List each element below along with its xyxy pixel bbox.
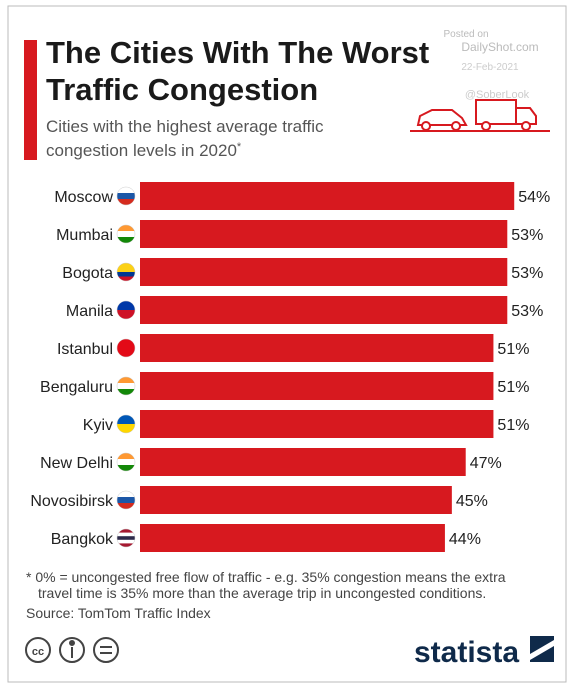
watermark: DailyShot.com (461, 40, 538, 54)
flag-outline (116, 186, 136, 206)
category-label: Bengaluru (40, 379, 113, 396)
bar (140, 334, 494, 362)
bar (140, 182, 515, 210)
flag-stripe (117, 383, 135, 390)
category-label: Mumbai (56, 227, 113, 244)
value-label: 51% (497, 341, 529, 358)
flag-stripe (117, 543, 135, 547)
value-label: 53% (511, 227, 543, 244)
flag-stripe (117, 193, 135, 200)
vehicles-icon (410, 99, 550, 132)
bar (140, 410, 494, 438)
bar (140, 372, 494, 400)
category-label: Bogota (62, 265, 113, 282)
value-label: 51% (497, 417, 529, 434)
flag-stripe (117, 415, 135, 425)
flag-outline (116, 528, 136, 548)
accent-bar (24, 40, 37, 160)
watermark: 22-Feb-2021 (461, 62, 519, 73)
flag-outline (116, 490, 136, 510)
flag-stripe (117, 529, 135, 534)
value-label: 51% (497, 379, 529, 396)
license-icons: cc (25, 637, 119, 663)
flag (117, 263, 135, 281)
flag-outline (116, 300, 136, 320)
flag-stripe (117, 453, 135, 460)
flag-stripe (117, 339, 135, 357)
flag-stripe (117, 187, 135, 194)
footnote: travel time is 35% more than the average… (38, 585, 486, 601)
flag (117, 377, 135, 395)
bar (140, 220, 508, 248)
value-label: 54% (518, 189, 550, 206)
flag-outline (116, 224, 136, 244)
flag-stripe (117, 532, 135, 537)
flag (117, 415, 135, 433)
category-label: Moscow (54, 189, 113, 206)
flag (117, 187, 135, 205)
flag-outline (116, 452, 136, 472)
flag-stripe (117, 389, 135, 395)
chart-title: The Cities With The Worst (46, 35, 429, 70)
flag-outline (116, 414, 136, 434)
bar (140, 524, 445, 552)
subtitle: congestion levels in 2020* (46, 141, 242, 160)
flag-outline (116, 338, 136, 358)
category-label: Bangkok (51, 531, 114, 548)
watermark: Posted on (443, 29, 488, 40)
subtitle-line: congestion levels in 2020 (46, 141, 237, 160)
flag-stripe (117, 491, 135, 498)
flag-stripe (117, 237, 135, 243)
flag-stripe (117, 497, 135, 504)
value-label: 45% (456, 493, 488, 510)
flag-stripe (117, 276, 135, 281)
bar (140, 448, 466, 476)
value-label: 47% (470, 455, 502, 472)
chart-title: Traffic Congestion (46, 72, 318, 107)
footnote: * 0% = uncongested free flow of traffic … (26, 569, 506, 585)
category-label: New Delhi (40, 455, 113, 472)
category-label: Manila (66, 303, 113, 320)
brand-logo: statista (414, 636, 519, 669)
source: Source: TomTom Traffic Index (26, 605, 211, 621)
flag-stripe (117, 199, 135, 205)
flag-outline (116, 262, 136, 282)
flag-stripe (117, 459, 135, 466)
flag-stripe (117, 539, 135, 544)
flag-stripe (117, 225, 135, 232)
flag-outline (116, 376, 136, 396)
flag-stripe (117, 465, 135, 471)
flag (117, 529, 135, 547)
watermark: @SoberLook (465, 89, 530, 101)
flag-stripe (117, 536, 135, 541)
bar (140, 258, 508, 286)
flag-stripe (117, 301, 135, 311)
flag (117, 339, 135, 357)
flag (117, 453, 135, 471)
flag-stripe (117, 263, 135, 268)
subtitle: Cities with the highest average traffic (46, 117, 324, 136)
flag (117, 225, 135, 243)
flag-stripe (117, 310, 135, 319)
flag-stripe (117, 503, 135, 509)
flag-stripe (117, 267, 135, 273)
category-label: Kyiv (83, 417, 113, 434)
flag-stripe (117, 231, 135, 238)
flag (117, 491, 135, 509)
flag-stripe (117, 272, 135, 277)
flag-stripe (117, 377, 135, 384)
category-label: Istanbul (57, 341, 113, 358)
flag-stripe (117, 424, 135, 433)
subtitle-marker: * (237, 141, 242, 153)
svg-text:cc: cc (32, 646, 44, 658)
bar (140, 296, 508, 324)
value-label: 44% (449, 531, 481, 548)
flag (117, 301, 135, 319)
category-label: Novosibirsk (30, 493, 114, 510)
bar (140, 486, 452, 514)
value-label: 53% (511, 303, 543, 320)
brand-mark (530, 636, 554, 662)
value-label: 53% (511, 265, 543, 282)
